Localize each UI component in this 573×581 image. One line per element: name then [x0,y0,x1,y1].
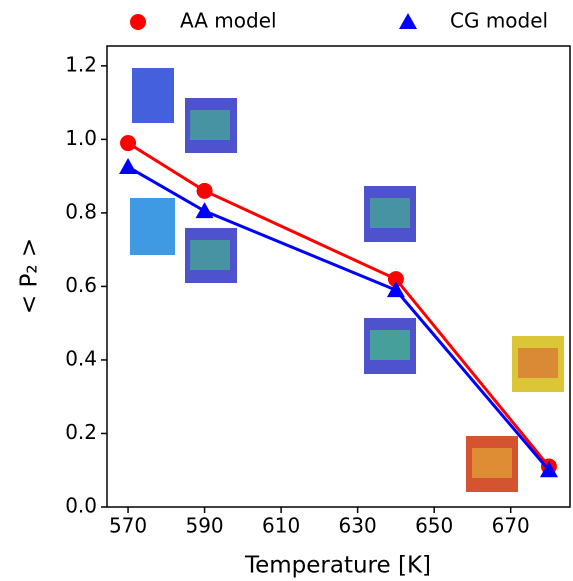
legend-label: CG model [450,9,548,33]
plot-frame [106,45,571,508]
y-tick-label: 1.2 [65,52,97,76]
y-tick-label: 0.4 [65,346,97,370]
series-line [127,165,551,472]
marker [120,135,137,152]
y-axis-label: < P₂ > [17,238,43,314]
marker [195,202,214,219]
marker [387,271,404,288]
x-tick-label: 670 [492,514,530,538]
legend-marker [399,13,417,29]
marker [196,182,213,199]
y-tick-label: 0.0 [65,494,97,518]
legend-label: AA model [180,9,277,33]
marker [386,281,405,298]
x-tick-label: 590 [185,514,223,538]
y-tick-label: 1.0 [65,126,97,150]
legend-marker [130,14,146,30]
y-tick-label: 0.2 [65,420,97,444]
snapshots [130,68,564,492]
x-tick-label: 630 [339,514,377,538]
y-tick-label: 0.6 [65,273,97,297]
y-tick-label: 0.8 [65,199,97,223]
marker [119,157,138,174]
x-tick-label: 610 [262,514,300,538]
marker [539,461,558,478]
x-axis-label: Temperature [K] [244,553,431,579]
x-tick-label: 650 [415,514,453,538]
series-line [127,141,551,468]
x-tick-label: 570 [109,514,147,538]
